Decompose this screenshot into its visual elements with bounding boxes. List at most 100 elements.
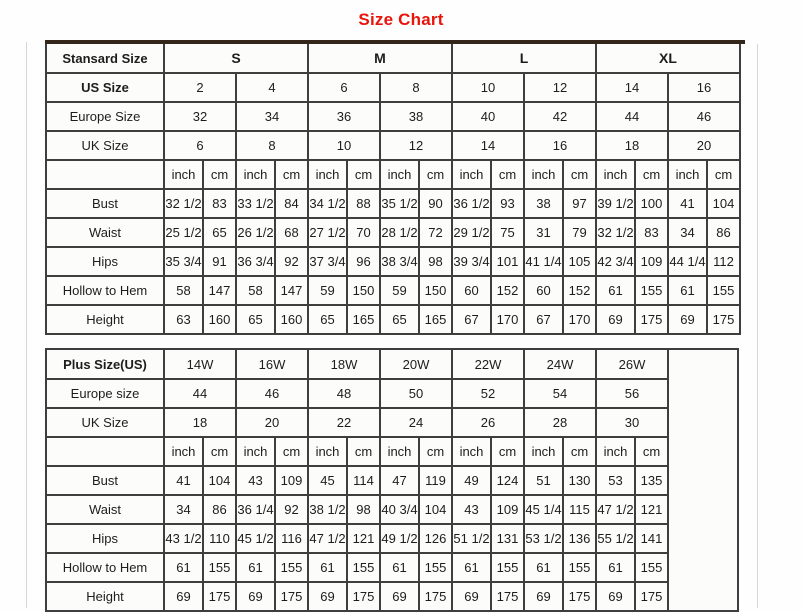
measure-row: Hips 35 3/4 91 36 3/4 92 37 3/4 96 38 3/4 98 39 … xyxy=(45,246,741,277)
measure-value-cell: 34 xyxy=(667,217,708,248)
unit-header-cell: inch xyxy=(523,159,564,190)
size-row: Europe size 44 46 48 50 52 54 56 xyxy=(45,378,738,409)
measure-value-cell: 98 xyxy=(418,246,453,277)
measure-value-cell: 160 xyxy=(274,304,309,335)
unit-header-cell: inch xyxy=(307,436,348,467)
measure-value-cell: 67 xyxy=(451,304,492,335)
measure-value-cell: 61 xyxy=(307,552,348,583)
measure-value-cell: 150 xyxy=(418,275,453,306)
measure-value-cell: 155 xyxy=(706,275,741,306)
measure-value-cell: 37 3/4 xyxy=(307,246,348,277)
size-value-cell: 46 xyxy=(235,378,309,409)
size-value-cell: 30 xyxy=(595,407,669,438)
measure-value-cell: 104 xyxy=(202,465,237,496)
size-value-cell: 46 xyxy=(667,101,741,132)
measure-value-cell: 150 xyxy=(346,275,381,306)
measure-value-cell: 49 1/2 xyxy=(379,523,420,554)
measure-value-cell: 155 xyxy=(346,552,381,583)
measure-value-cell: 175 xyxy=(418,581,453,612)
size-value-cell: 8 xyxy=(379,72,453,103)
size-value-cell: 14 xyxy=(451,130,525,161)
measure-value-cell: 112 xyxy=(706,246,741,277)
measure-value-cell: 160 xyxy=(202,304,237,335)
size-group-header: L xyxy=(451,42,597,74)
measure-value-cell: 58 xyxy=(163,275,204,306)
measure-value-cell: 59 xyxy=(379,275,420,306)
measure-row: Hollow to Hem 61 155 61 155 61 155 61 155 61 155 6… xyxy=(45,552,738,583)
measure-value-cell: 130 xyxy=(562,465,597,496)
plus-corner-label: Plus Size(US) xyxy=(45,348,165,380)
size-row: Europe Size 32 34 36 38 40 42 44 46 xyxy=(45,101,741,132)
unit-header-cell: cm xyxy=(706,159,741,190)
measure-value-cell: 110 xyxy=(202,523,237,554)
measure-value-cell: 38 3/4 xyxy=(379,246,420,277)
size-value-cell: 28 xyxy=(523,407,597,438)
scan-artifact-line-left xyxy=(26,42,27,608)
row-label: Bust xyxy=(45,465,165,496)
row-label: Hips xyxy=(45,246,165,277)
row-label: Waist xyxy=(45,494,165,525)
unit-header-cell: cm xyxy=(562,159,597,190)
unit-header-cell: cm xyxy=(346,436,381,467)
measure-value-cell: 98 xyxy=(346,494,381,525)
size-group-header: S xyxy=(163,42,309,74)
measure-value-cell: 69 xyxy=(595,304,636,335)
unit-header-cell: cm xyxy=(274,436,309,467)
size-value-cell: 34 xyxy=(235,101,309,132)
measure-value-cell: 41 xyxy=(667,188,708,219)
measure-value-cell: 59 xyxy=(307,275,348,306)
size-value-cell: 22 xyxy=(307,407,381,438)
measure-value-cell: 49 xyxy=(451,465,492,496)
measure-row: Waist 34 86 36 1/4 92 38 1/2 98 40 3/4 104 43 109… xyxy=(45,494,738,525)
plus-size-header: 18W xyxy=(307,348,381,380)
measure-value-cell: 165 xyxy=(418,304,453,335)
measure-value-cell: 69 xyxy=(379,581,420,612)
measure-value-cell: 41 1/4 xyxy=(523,246,564,277)
measure-value-cell: 67 xyxy=(523,304,564,335)
row-label: UK Size xyxy=(45,130,165,161)
measure-value-cell: 38 xyxy=(523,188,564,219)
measure-value-cell: 29 1/2 xyxy=(451,217,492,248)
plus-size-header: 20W xyxy=(379,348,453,380)
unit-header-cell: inch xyxy=(379,159,420,190)
plus-size-header: 24W xyxy=(523,348,597,380)
standard-corner-label: Stansard Size xyxy=(45,42,165,74)
measure-value-cell: 65 xyxy=(307,304,348,335)
measure-value-cell: 104 xyxy=(418,494,453,525)
measure-row: Height 69 175 69 175 69 175 69 175 69 175 69 175 69 1… xyxy=(45,581,738,612)
unit-header-cell: inch xyxy=(235,436,276,467)
size-value-cell: 12 xyxy=(379,130,453,161)
size-value-cell: 40 xyxy=(451,101,525,132)
measure-value-cell: 155 xyxy=(418,552,453,583)
measure-value-cell: 155 xyxy=(634,275,669,306)
row-label: Europe size xyxy=(45,378,165,409)
unit-header-cell: cm xyxy=(202,159,237,190)
measure-value-cell: 141 xyxy=(634,523,669,554)
measure-value-cell: 69 xyxy=(451,581,492,612)
measure-value-cell: 100 xyxy=(634,188,669,219)
measure-value-cell: 53 xyxy=(595,465,636,496)
size-row: US Size 2 4 6 8 10 12 14 16 xyxy=(45,72,741,103)
unit-header-cell: inch xyxy=(163,159,204,190)
measure-value-cell: 175 xyxy=(634,581,669,612)
measure-value-cell: 155 xyxy=(562,552,597,583)
measure-value-cell: 36 1/4 xyxy=(235,494,276,525)
scan-artifact-line-right xyxy=(757,44,758,608)
measure-value-cell: 79 xyxy=(562,217,597,248)
measure-value-cell: 147 xyxy=(202,275,237,306)
measure-value-cell: 44 1/4 xyxy=(667,246,708,277)
measure-value-cell: 91 xyxy=(202,246,237,277)
measure-value-cell: 69 xyxy=(163,581,204,612)
unit-header-cell: inch xyxy=(163,436,204,467)
measure-value-cell: 65 xyxy=(202,217,237,248)
measure-value-cell: 155 xyxy=(490,552,525,583)
measure-value-cell: 36 3/4 xyxy=(235,246,276,277)
measure-value-cell: 65 xyxy=(235,304,276,335)
size-value-cell: 56 xyxy=(595,378,669,409)
measure-value-cell: 28 1/2 xyxy=(379,217,420,248)
unit-header-cell: cm xyxy=(274,159,309,190)
measure-value-cell: 109 xyxy=(490,494,525,525)
unit-header-cell: cm xyxy=(418,159,453,190)
unit-header-cell: inch xyxy=(379,436,420,467)
row-label: Hips xyxy=(45,523,165,554)
